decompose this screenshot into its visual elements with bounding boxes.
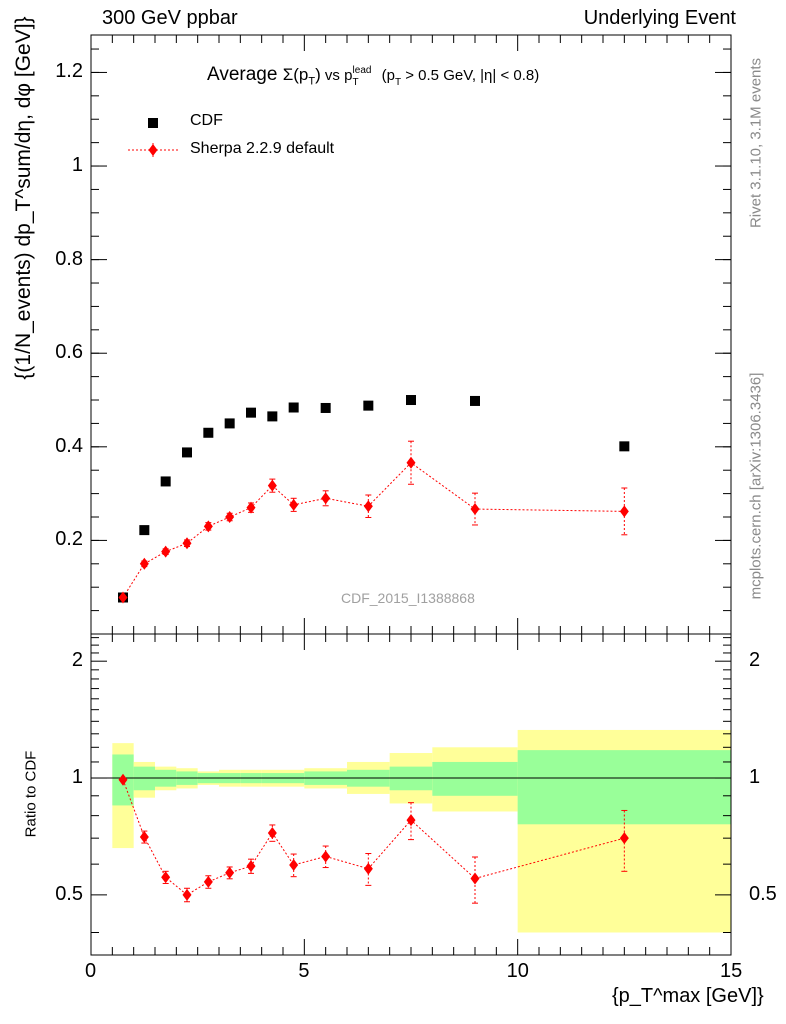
cdf-point [160,476,171,487]
cdf-point [619,441,630,452]
sherpa-line [122,462,625,598]
ratio-sherpa-point [139,830,149,843]
plot-title-cuts: (p [377,67,395,84]
analysis-watermark: CDF_2015_I1388868 [341,590,475,606]
ratio-sherpa-point [182,888,192,901]
ratio-band-inner [432,761,518,796]
sherpa-point [470,503,480,516]
ratio-y-tick-label-right: 0.5 [749,882,777,905]
sherpa-point [321,492,331,505]
sherpa-point [225,511,235,524]
ratio-sherpa-point [246,860,256,873]
main-y-tick-label: 0.4 [55,434,83,457]
analysis-label: Underlying Event [583,7,736,29]
sherpa-point [182,537,192,550]
energy-label: 300 GeV ppbar [102,7,238,29]
cdf-point [406,395,416,406]
ratio-band-inner [517,750,731,825]
x-axis-label: {p_T^max [GeV]} [612,985,764,1007]
main-series [118,395,630,604]
plot-title: Average Σ(pT) vs pTlead (pT > 0.5 GeV, |… [207,64,540,88]
sherpa-point [246,501,256,514]
sherpa-point [203,520,213,533]
ratio-axis-ticks [90,634,732,955]
cdf-point [246,407,256,418]
ratio-sherpa-point [321,850,331,863]
x-tick-label: 15 [720,960,743,982]
ratio-y-axis-label: Ratio to CDF [22,750,40,838]
sherpa-point [161,545,171,558]
ratio-sherpa-point [161,871,171,884]
ratio-sherpa-point [470,872,480,885]
main-axis-ticks [90,35,732,634]
mcplots-label: mcplots.cern.ch [arXiv:1306.3436] [747,372,765,600]
ratio-sherpa-point [406,814,416,827]
x-tick-label: 0 [85,960,97,982]
legend-marks [128,118,178,157]
main-y-tick-label: 1 [71,154,83,177]
cdf-point [139,525,150,536]
ratio-y-tick-label: 1 [71,766,83,789]
sherpa-point [619,505,629,518]
ratio-y-tick-label-right: 1 [749,766,761,789]
cdf-point [203,427,214,438]
main-y-tick-label: 0.6 [55,341,83,364]
ratio-sherpa-point [619,832,629,845]
ratio-y-tick-label: 0.5 [55,882,83,905]
cdf-point [320,402,331,413]
legend-label-sherpa: Sherpa 2.2.9 default [190,140,335,157]
sherpa-point [267,479,277,492]
ratio-y-tick-label: 2 [71,649,83,672]
cdf-point [470,395,480,406]
main-y-axis-label: {(1/N_events) dp_T^sum/dη, dφ [GeV]} [12,16,35,380]
ratio-sherpa-point [363,862,373,875]
x-tick-label: 10 [506,960,529,982]
ratio-y-tick-label-right: 2 [749,649,761,672]
sherpa-point [139,557,149,570]
legend-label-cdf: CDF [190,112,223,129]
sherpa-point [289,498,299,511]
plot-title-lead: lead [352,64,372,76]
cdf-point [182,447,192,458]
main-y-tick-label: 0.8 [55,247,83,270]
ratio-series [118,773,629,904]
ratio-sherpa-point [118,773,128,786]
cdf-point [363,400,374,411]
ratio-sherpa-line [122,779,625,896]
sherpa-point [406,456,416,469]
main-y-tick-label: 0.2 [55,528,83,551]
ratio-sherpa-point [225,866,235,879]
ratio-sherpa-point [289,858,299,871]
plot-title-cuts2: > 0.5 GeV, |η| < 0.8) [401,67,540,84]
legend-marker-sherpa [148,144,158,156]
plot-title-prefix: Average [207,64,278,85]
sherpa-point [363,500,373,513]
sherpa-point [118,591,128,604]
ratio-sherpa-point [267,826,277,839]
legend-marker-cdf [148,118,158,128]
rivet-label: Rivet 3.1.10, 3.1M events [747,57,765,229]
ratio-sherpa-point [203,875,213,888]
plot-title-rest: vs p [320,67,353,84]
main-y-tick-label: 1.2 [55,60,83,83]
cdf-point [288,402,299,413]
cdf-point [224,418,235,429]
ratio-plot-frame [90,633,732,956]
ratio-uncertainty-bands [112,729,731,933]
x-tick-label: 5 [298,960,310,982]
cdf-point [267,411,278,422]
